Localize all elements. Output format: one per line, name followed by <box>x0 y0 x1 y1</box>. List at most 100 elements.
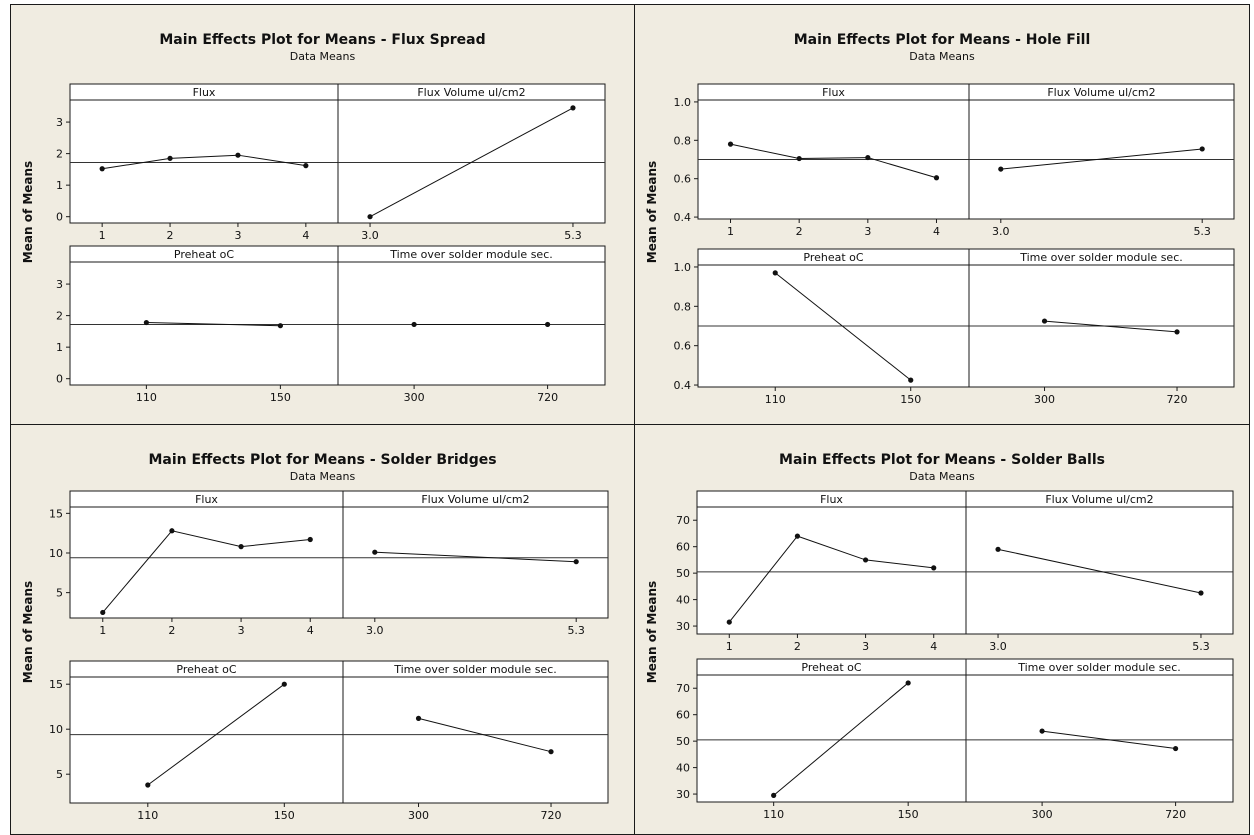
panel-frame <box>69 245 339 386</box>
x-tick-label: 5.3 <box>1193 225 1211 238</box>
x-tick-label: 3.0 <box>366 624 384 637</box>
panel-frame <box>69 660 344 804</box>
chart-subtitle: Data Means <box>289 470 356 483</box>
x-tick-label: 300 <box>1034 393 1055 406</box>
y-tick-label: 1 <box>56 341 63 354</box>
chart-title: Main Effects Plot for Means - Solder Bal… <box>779 452 1105 468</box>
data-point <box>933 175 940 181</box>
data-point <box>1039 728 1045 734</box>
x-tick-label: 300 <box>408 809 429 822</box>
panel-label: Preheat oC <box>176 663 237 676</box>
panel-label: Preheat oC <box>174 248 235 261</box>
panel: Flux Volume ul/cm2 3.0 5.3 <box>337 83 606 242</box>
series-line <box>102 154 306 170</box>
y-tick-label: 1.0 <box>674 96 692 109</box>
panel-frame <box>697 83 970 220</box>
x-tick-label: 3.0 <box>989 640 1007 653</box>
series-line <box>418 717 552 753</box>
x-tick-label: 4 <box>930 640 937 653</box>
data-point <box>796 155 802 162</box>
panel-frame <box>69 83 339 224</box>
panel-frame <box>342 660 609 804</box>
panel: Flux Volume ul/cm2 3.0 5.3 <box>965 490 1234 653</box>
x-tick-label: 1 <box>727 225 734 238</box>
x-tick-label: 3 <box>234 229 241 242</box>
panel-frame <box>696 490 967 635</box>
y-tick-label: 5 <box>56 587 63 600</box>
panel: Flux 1 2 3 4 5 10 15 <box>49 490 344 637</box>
x-tick-label: 1 <box>99 624 106 637</box>
data-point <box>862 557 869 563</box>
series-line <box>728 535 934 623</box>
y-tick-label: 5 <box>56 768 63 781</box>
panel-frame <box>337 245 606 386</box>
data-point <box>908 377 914 383</box>
data-point <box>1199 146 1205 152</box>
x-tick-label: 300 <box>404 391 425 404</box>
chart-plot: Flux 1 2 3 4 0.4 0.6 0.8 1.0 Flux Volume ul/cm2 3.… <box>674 83 1235 406</box>
x-tick-label: 5.3 <box>567 624 585 637</box>
data-point <box>307 536 313 543</box>
series-line <box>374 551 577 563</box>
x-tick-label: 150 <box>898 808 919 821</box>
chart-solder-balls: Main Effects Plot for Means - Solder Bal… <box>634 424 1250 835</box>
y-tick-label: 50 <box>676 735 690 748</box>
chart-subtitle: Data Means <box>909 50 975 63</box>
x-tick-label: 110 <box>765 393 786 406</box>
x-tick-label: 3 <box>864 225 871 238</box>
data-point <box>995 546 1001 552</box>
data-point <box>794 533 801 539</box>
x-tick-label: 720 <box>1167 393 1188 406</box>
panel: Time over solder module sec. 300 720 <box>968 248 1235 406</box>
y-tick-label: 0.6 <box>674 340 692 353</box>
chart-title: Main Effects Plot for Means - Flux Sprea… <box>159 32 486 48</box>
chart-hole-fill: Main Effects Plot for Means - Hole Fill … <box>634 4 1250 424</box>
panel-label: Time over solder module sec. <box>1017 661 1181 674</box>
x-tick-label: 300 <box>1032 808 1053 821</box>
x-tick-label: 1 <box>99 229 106 242</box>
panel-frame <box>342 490 609 619</box>
series-line <box>146 322 281 327</box>
data-point <box>281 681 287 687</box>
x-tick-label: 2 <box>168 624 175 637</box>
y-tick-label: 2 <box>56 310 63 323</box>
data-point <box>772 270 778 276</box>
data-point <box>570 105 576 111</box>
data-point <box>238 544 244 550</box>
y-tick-label: 50 <box>676 567 690 580</box>
y-tick-label: 40 <box>676 594 690 607</box>
panel: Preheat oC 110 150 0 1 2 3 <box>56 245 339 404</box>
x-tick-label: 4 <box>307 624 314 637</box>
chart-plot: Flux 1 2 3 4 30 40 50 60 70 Flux Volume ul/cm2 3.0 5… <box>676 490 1234 821</box>
panel-label: Time over solder module sec. <box>393 663 557 676</box>
y-tick-label: 40 <box>676 762 690 775</box>
data-point <box>1041 318 1048 324</box>
panel-frame <box>968 248 1235 388</box>
data-point <box>100 609 106 616</box>
panel: Flux 1 2 3 4 0 1 2 3 <box>56 83 339 242</box>
x-tick-label: 110 <box>136 391 157 404</box>
chart-title: Main Effects Plot for Means - Hole Fill <box>793 32 1091 48</box>
x-tick-label: 720 <box>537 391 558 404</box>
panel-frame <box>69 490 344 619</box>
x-tick-label: 4 <box>302 229 309 242</box>
data-point <box>169 528 175 534</box>
panel-label: Time over solder module sec. <box>389 248 553 261</box>
panel-label: Time over solder module sec. <box>1019 251 1183 264</box>
x-tick-label: 1 <box>726 640 733 653</box>
data-point <box>905 680 911 686</box>
data-point <box>303 163 309 169</box>
data-point <box>1172 745 1179 752</box>
panel: Flux Volume ul/cm2 3.0 5.3 <box>968 83 1235 238</box>
data-point <box>143 319 149 326</box>
y-tick-label: 10 <box>49 723 63 736</box>
series-line <box>1042 730 1176 750</box>
panel-label: Flux <box>820 493 843 506</box>
y-tick-label: 2 <box>56 148 63 161</box>
panel: Preheat oC 110 150 0.4 0.6 0.8 1.0 <box>674 248 970 406</box>
x-tick-label: 4 <box>933 225 940 238</box>
panel-frame <box>968 83 1235 220</box>
y-tick-label: 1 <box>56 179 63 192</box>
data-point <box>544 321 551 328</box>
panel-label: Flux Volume ul/cm2 <box>417 86 525 99</box>
